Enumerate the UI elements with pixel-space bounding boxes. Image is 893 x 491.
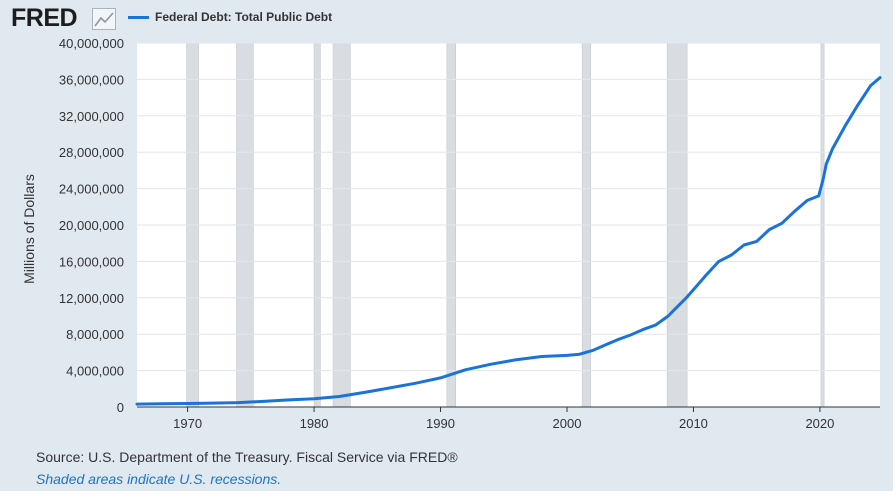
y-tick-label: 0 [117,400,124,415]
header: FRED Federal Debt: Total Public Debt [0,0,893,40]
x-tick-label: 1980 [300,416,329,431]
x-tick-label: 1990 [426,416,455,431]
source-note: Source: U.S. Department of the Treasury.… [36,449,458,465]
y-tick-label: 32,000,000 [59,109,124,124]
x-tick-label: 2000 [553,416,582,431]
fred-logo[interactable]: FRED [11,4,78,32]
y-tick-label: 24,000,000 [59,182,124,197]
y-tick-label: 28,000,000 [59,145,124,160]
recession-note[interactable]: Shaded areas indicate U.S. recessions. [36,471,282,487]
x-tick-label: 2020 [805,416,834,431]
x-tick-label: 1970 [173,416,202,431]
chart-legend: Federal Debt: Total Public Debt [128,10,332,24]
legend-swatch [128,15,149,19]
y-tick-label: 16,000,000 [59,254,124,269]
y-tick-label: 4,000,000 [66,364,124,379]
legend-label: Federal Debt: Total Public Debt [155,10,333,24]
y-tick-label: 36,000,000 [59,72,124,87]
y-axis-label: Millions of Dollars [21,174,37,284]
debt-line-chart: Millions of Dollars 0 4,000,000 8,000,000 1… [21,36,882,431]
y-tick-label: 12,000,000 [59,291,124,306]
y-tick-label: 40,000,000 [59,36,124,51]
y-tick-label: 20,000,000 [59,218,124,233]
y-tick-label: 8,000,000 [66,327,124,342]
line-chart-icon [92,8,116,30]
x-tick-label: 2010 [679,416,708,431]
